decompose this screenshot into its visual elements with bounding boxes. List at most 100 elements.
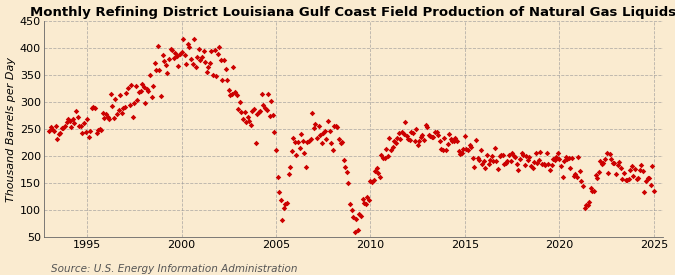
Point [431, 130, 442, 134]
Point [583, 203, 593, 207]
Point [647, 164, 657, 168]
Point [620, 178, 631, 182]
Point [118, 106, 129, 110]
Point [244, 119, 254, 123]
Point [219, 58, 230, 62]
Point [80, 130, 91, 135]
Point [246, 123, 256, 128]
Point [441, 147, 452, 152]
Point [622, 178, 632, 182]
Point [584, 200, 595, 205]
Point [326, 141, 337, 145]
Point [44, 129, 55, 133]
Point [645, 183, 656, 187]
Point [446, 137, 456, 141]
Point [238, 117, 248, 122]
Point [576, 178, 587, 183]
Point [442, 142, 453, 147]
Point [53, 131, 64, 136]
Point [458, 147, 468, 151]
Point [55, 131, 65, 135]
Point [434, 139, 445, 143]
Point [148, 84, 159, 88]
Point [450, 136, 461, 141]
Point [589, 189, 599, 194]
Point [524, 155, 535, 159]
Point [196, 55, 207, 59]
Point [69, 121, 80, 125]
Text: Source: U.S. Energy Information Administration: Source: U.S. Energy Information Administ… [51, 264, 297, 274]
Point [401, 134, 412, 139]
Point [532, 161, 543, 166]
Point [392, 136, 402, 141]
Point [138, 84, 149, 89]
Point [288, 136, 299, 141]
Point [206, 49, 217, 53]
Point [350, 230, 360, 234]
Point [377, 156, 388, 160]
Point [162, 71, 173, 76]
Point [389, 139, 400, 144]
Point [76, 124, 86, 128]
Point [552, 151, 563, 155]
Point [58, 126, 69, 131]
Point [50, 124, 61, 128]
Point [547, 157, 558, 162]
Point [232, 93, 242, 98]
Point [472, 156, 483, 160]
Point [636, 163, 647, 168]
Point [181, 62, 192, 67]
Point [275, 198, 286, 202]
Point [628, 174, 639, 178]
Point [227, 92, 238, 97]
Point [502, 158, 513, 163]
Point [331, 124, 342, 128]
Point [134, 89, 144, 94]
Point [556, 164, 566, 168]
Point [371, 166, 382, 170]
Point [579, 206, 590, 210]
Point [632, 176, 643, 181]
Point [151, 67, 162, 72]
Point [570, 172, 580, 176]
Point [195, 58, 206, 62]
Point [406, 130, 416, 134]
Point [101, 111, 111, 116]
Point [143, 89, 154, 93]
Point [95, 126, 105, 131]
Point [512, 162, 522, 167]
Point [263, 92, 273, 97]
Point [447, 139, 458, 144]
Point [428, 134, 439, 139]
Point [508, 153, 519, 158]
Point [161, 63, 171, 67]
Point [342, 170, 352, 174]
Point [208, 73, 219, 77]
Point [265, 114, 275, 119]
Point [299, 150, 310, 155]
Point [192, 55, 202, 60]
Point [63, 117, 74, 122]
Point [167, 48, 178, 52]
Point [540, 163, 551, 167]
Point [352, 228, 363, 232]
Point [560, 155, 571, 159]
Point [171, 54, 182, 58]
Point [387, 145, 398, 149]
Point [146, 95, 157, 100]
Point [382, 153, 393, 158]
Point [77, 130, 88, 135]
Point [318, 131, 329, 136]
Point [491, 159, 502, 163]
Point [568, 174, 579, 178]
Point [284, 172, 294, 177]
Point [543, 162, 554, 166]
Point [296, 132, 306, 136]
Point [157, 53, 168, 57]
Point [78, 120, 89, 125]
Point [420, 123, 431, 128]
Point [304, 139, 315, 144]
Point [626, 164, 637, 168]
Point [228, 65, 239, 70]
Point [119, 105, 130, 110]
